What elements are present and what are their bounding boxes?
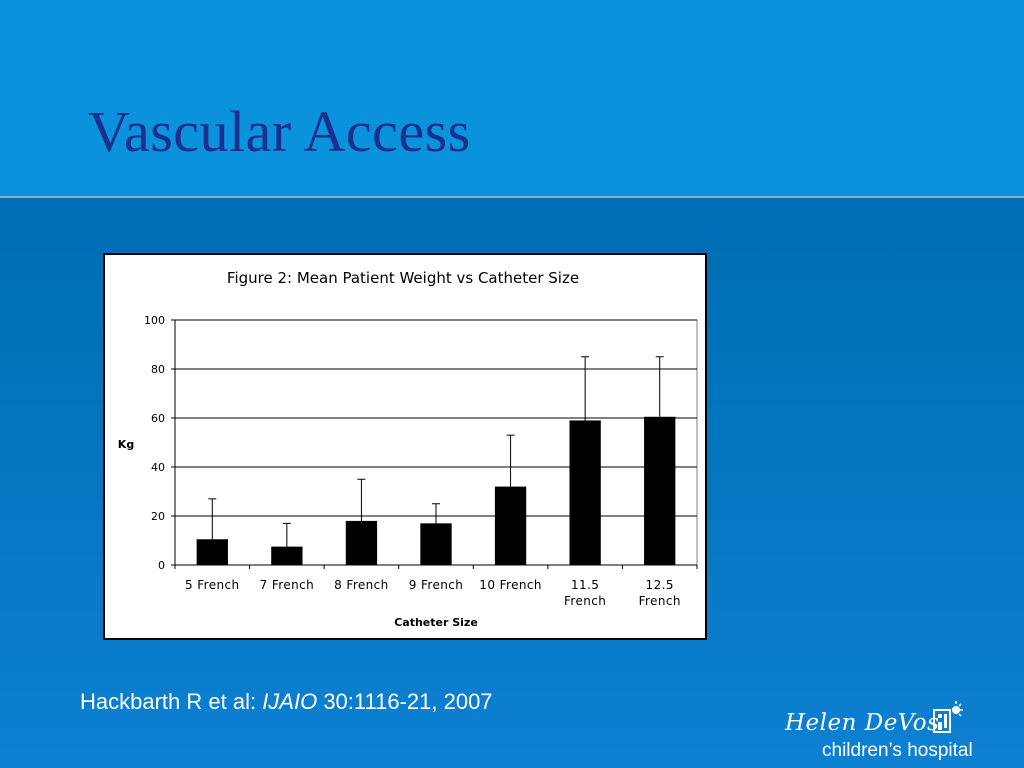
y-tick-label: 40 [151,461,165,474]
x-tick-label: 10 French [479,578,542,592]
citation-authors: Hackbarth R et al: [80,689,263,714]
bar [644,416,676,565]
hospital-logo: Helen DeVos children’s hospital [785,700,1005,764]
x-tick-label: 7 French [260,578,315,592]
bar-chart: Figure 2: Mean Patient Weight vs Cathete… [118,269,698,629]
y-tick-label: 0 [158,559,165,572]
y-axis-label: Kg [118,438,134,451]
x-tick-label: 12.5 [646,578,674,592]
bar [345,520,378,565]
bar [494,486,527,565]
x-tick-label: French [639,594,681,608]
citation-journal: IJAIO [262,689,318,714]
citation: Hackbarth R et al: IJAIO 30:1116-21, 200… [80,689,493,715]
logo-name: Helen DeVos [785,710,940,736]
logo-subtitle: children’s hospital [822,740,973,761]
bar [420,523,452,565]
y-tick-label: 100 [144,314,165,327]
slide-title: Vascular Access [88,99,471,164]
chart-panel: Figure 2: Mean Patient Weight vs Cathete… [103,253,707,640]
x-tick-label: 8 French [334,578,389,592]
x-axis-label: Catheter Size [394,616,478,629]
y-tick-label: 80 [151,363,165,376]
x-tick-label: French [564,594,606,608]
x-tick-label: 11.5 [571,578,599,592]
bar [196,539,228,565]
citation-reference: 30:1116-21, 2007 [317,689,493,714]
x-tick-label: 9 French [409,578,464,592]
children-hospital-icon [933,701,963,733]
bar [271,546,303,565]
x-tick-label: 5 French [185,578,240,592]
chart-title: Figure 2: Mean Patient Weight vs Cathete… [227,269,579,287]
slide-header: Vascular Access [0,0,1024,198]
bar [569,420,601,565]
y-tick-label: 60 [151,412,165,425]
y-tick-label: 20 [151,510,165,523]
